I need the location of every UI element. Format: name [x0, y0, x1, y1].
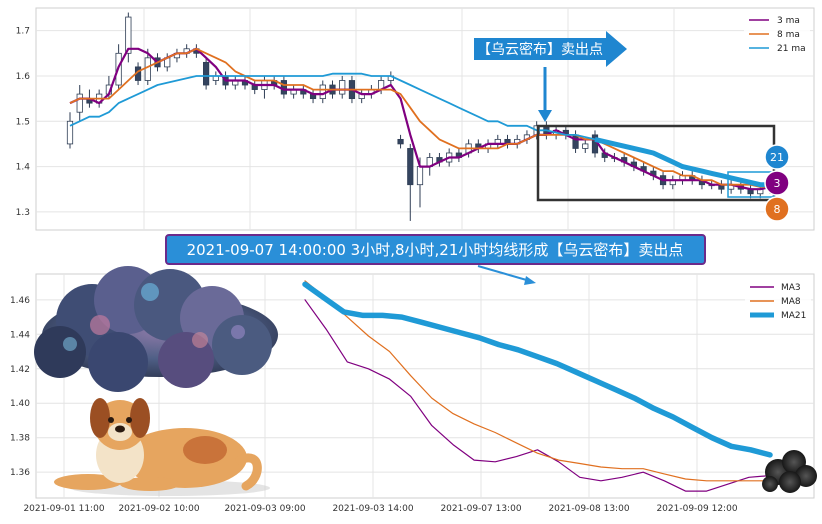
signal-label-arrow: 【乌云密布】卖出点 [474, 31, 627, 122]
bottom-legend-ma21: MA21 [781, 311, 806, 321]
candle-body-up [144, 57, 151, 81]
signal-banner-box [165, 234, 706, 265]
signal-label-text: 【乌云密布】卖出点 [477, 41, 603, 58]
svg-text:8: 8 [774, 203, 781, 216]
candle [125, 12, 132, 63]
top-y-tick-label: 1.3 [16, 208, 30, 218]
candles [66, 12, 774, 221]
bottom-x-tick-label: 2021-09-08 13:00 [548, 504, 629, 514]
svg-text:3: 3 [774, 177, 781, 190]
banner-pointer-line [477, 265, 531, 282]
bottom-y-tick-label: 1.44 [10, 330, 30, 340]
top-y-tick-label: 1.5 [16, 117, 30, 127]
bottom-legend-ma8: MA8 [781, 297, 801, 307]
candle [66, 112, 74, 149]
top-legend-3ma: 3 ma [777, 16, 800, 26]
candle-body-down [203, 61, 210, 86]
candle [582, 139, 589, 153]
dog-illustration-icon [54, 398, 270, 496]
bottom-y-ticks: 1.36 1.38 1.40 1.42 1.44 1.46 [10, 296, 30, 478]
candle [407, 143, 414, 221]
banner-pointer-head [524, 276, 536, 285]
top-legend-21ma: 21 ma [777, 44, 806, 54]
candle [339, 75, 346, 99]
candle [203, 57, 210, 90]
svg-text:21: 21 [770, 151, 784, 164]
bottom-x-tick-label: 2021-09-03 14:00 [332, 504, 413, 514]
bottom-y-tick-label: 1.46 [10, 296, 30, 306]
top-candlestick-panel: 1.3 1.4 1.5 1.6 1.7 【乌云密布】卖出点 21 3 [16, 7, 815, 231]
top-ma-lines [69, 47, 771, 191]
signal-label-shape [474, 31, 627, 67]
candle-body-up [416, 166, 424, 186]
candle-body-down [572, 134, 579, 149]
signal-pointer-head [538, 110, 552, 122]
storm-cloud-icon [34, 266, 278, 392]
candle-body-down [280, 80, 287, 95]
candle-body-up [125, 16, 132, 54]
bottom-x-tick-label: 2021-09-09 12:00 [656, 504, 737, 514]
candle-body-up [66, 120, 74, 145]
bottom-series-MA3 [304, 299, 771, 492]
top-series-8-ma [69, 47, 770, 188]
badge-3: 3 [764, 170, 790, 196]
bottom-x-tick-label: 2021-09-03 09:00 [224, 504, 305, 514]
candle-body-down [407, 148, 414, 186]
bottom-x-tick-label: 2021-09-07 13:00 [440, 504, 521, 514]
top-plot-area [35, 7, 815, 231]
signal-banner-text: 2021-09-07 14:00:00 3小时,8小时,21小时均线形成【乌云密… [187, 241, 684, 259]
badge-8: 8 [764, 196, 790, 222]
candle-body-down [397, 138, 404, 145]
bottom-x-ticks: 2021-09-01 11:00 2021-09-02 10:00 2021-09-… [23, 504, 737, 514]
bottom-x-tick-label: 2021-09-02 10:00 [118, 504, 199, 514]
signal-banner: 2021-09-07 14:00:00 3小时,8小时,21小时均线形成【乌云密… [165, 234, 706, 285]
candle-body-up [582, 143, 589, 149]
badge-21: 21 [764, 144, 790, 170]
candle-body-up [319, 84, 326, 100]
bottom-legend-ma3: MA3 [781, 283, 801, 293]
candle [397, 134, 404, 149]
top-y-tick-label: 1.4 [16, 163, 31, 173]
bottom-y-tick-label: 1.40 [10, 399, 30, 409]
top-legend-8ma: 8 ma [777, 30, 800, 40]
bottom-y-tick-label: 1.36 [10, 468, 30, 478]
top-series-21ma-highlight [594, 136, 770, 188]
bottom-series-MA21 [302, 281, 773, 458]
top-grid [36, 8, 814, 230]
candle-body-up [339, 80, 346, 95]
bottom-y-tick-label: 1.42 [10, 365, 30, 375]
top-legend: 3 ma 8 ma 21 ma [744, 11, 810, 55]
bottom-y-tick-label: 1.38 [10, 434, 30, 444]
candle-body-up [76, 93, 83, 113]
bottom-legend: MA3 MA8 MA21 [745, 279, 811, 323]
top-y-tick-label: 1.7 [16, 27, 30, 37]
top-y-tick-label: 1.6 [16, 72, 31, 82]
top-y-ticks: 1.3 1.4 1.5 1.6 1.7 [16, 27, 31, 218]
bottom-x-tick-label: 2021-09-01 11:00 [23, 504, 104, 514]
dark-cloud-icon [762, 450, 817, 493]
candle [76, 85, 83, 122]
bottom-ma-lines [302, 280, 773, 492]
bottom-series-MA8 [304, 280, 771, 482]
